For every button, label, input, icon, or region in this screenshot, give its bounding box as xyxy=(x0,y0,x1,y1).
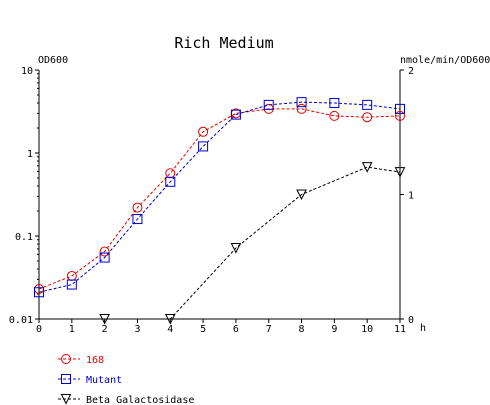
legend-label: 168 xyxy=(86,355,104,366)
y-tick-label: 1 xyxy=(27,149,33,160)
y2-tick-label: 1 xyxy=(408,191,414,202)
series-1 xyxy=(34,103,405,294)
data-point xyxy=(132,214,143,225)
data-point xyxy=(296,189,307,201)
x-tick-label: 10 xyxy=(361,324,373,335)
legend-label: Mutant xyxy=(86,375,122,386)
data-point xyxy=(329,98,340,109)
plot-area xyxy=(34,97,406,325)
y-axis-label: OD600 xyxy=(38,55,68,66)
y2-axis-label: nmole/min/OD600 xyxy=(400,55,490,66)
data-point xyxy=(165,168,176,179)
legend-item: 168 xyxy=(58,354,104,366)
series-line xyxy=(38,101,401,293)
data-point xyxy=(361,162,373,173)
x-axis-label: h xyxy=(420,323,426,334)
data-point xyxy=(99,252,110,263)
data-point xyxy=(61,354,71,364)
data-point xyxy=(230,109,241,120)
data-point xyxy=(99,246,110,257)
x-tick-label: 6 xyxy=(233,324,239,335)
legend: 168 Mutant Beta Galactosidase xyxy=(58,354,194,405)
data-point xyxy=(362,112,373,123)
data-point xyxy=(362,99,373,110)
data-point xyxy=(34,287,44,298)
legend-item: Mutant xyxy=(58,374,122,386)
x-tick-label: 9 xyxy=(331,324,337,335)
x-tick-label: 2 xyxy=(102,324,108,335)
y-tick-label: 10 xyxy=(21,66,33,77)
x-tick-label: 8 xyxy=(299,324,305,335)
axes: 0 1 2 3 4 5 6 7 8 9 10 11 0.01 0.1 1 10 0 1 2 xyxy=(9,66,414,335)
x-tick-label: 5 xyxy=(200,324,206,335)
x-tick-label: 1 xyxy=(69,324,75,335)
x-tick-label: 4 xyxy=(167,324,173,335)
legend-item: Beta Galactosidase xyxy=(58,394,194,405)
data-point xyxy=(230,243,242,254)
chart-title: Rich Medium xyxy=(174,34,273,52)
data-point xyxy=(296,103,307,114)
x-tick-label: 7 xyxy=(266,324,272,335)
data-point xyxy=(394,167,406,178)
data-point xyxy=(198,141,209,152)
y2-tick-label: 0 xyxy=(408,315,414,326)
data-point xyxy=(164,314,176,325)
data-point xyxy=(165,176,176,187)
series-3 xyxy=(99,162,406,325)
data-point xyxy=(263,99,274,110)
y-tick-label: 0.1 xyxy=(15,232,33,243)
data-point xyxy=(132,202,143,213)
x-tick-label: 0 xyxy=(36,324,42,335)
data-point xyxy=(66,279,77,290)
data-point xyxy=(198,126,209,137)
data-point xyxy=(296,97,307,108)
series-line xyxy=(38,108,401,290)
data-point xyxy=(395,103,405,114)
y2-tick-label: 2 xyxy=(408,66,414,77)
series-2 xyxy=(34,97,405,298)
x-tick-label: 3 xyxy=(134,324,140,335)
x-tick-label: 11 xyxy=(394,324,406,335)
data-point xyxy=(329,110,340,121)
legend-label: Beta Galactosidase xyxy=(86,395,194,405)
data-point xyxy=(60,394,72,405)
data-point xyxy=(395,110,405,121)
y-tick-label: 0.01 xyxy=(9,315,33,326)
data-point xyxy=(61,374,71,384)
data-point xyxy=(99,314,110,325)
series-line xyxy=(104,166,401,320)
